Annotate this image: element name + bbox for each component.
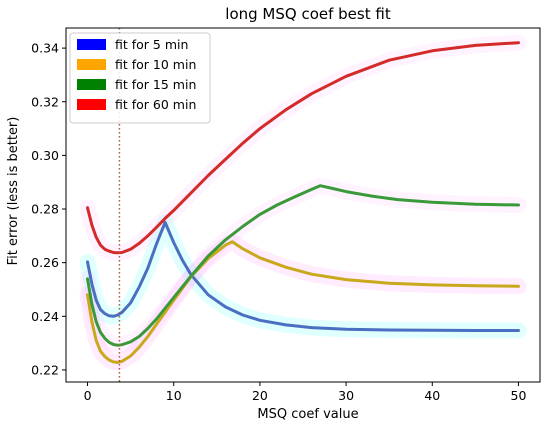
legend-label: fit for 15 min	[115, 77, 196, 92]
legend-swatch	[77, 39, 106, 50]
y-tick-label: 0.28	[31, 202, 59, 217]
x-tick-label: 10	[166, 388, 182, 403]
series-line	[86, 220, 520, 332]
legend-swatch	[77, 99, 106, 110]
y-tick-label: 0.22	[31, 362, 59, 377]
chart-legend: fit for 5 min fit for 10 min fit for 15 mi…	[69, 32, 211, 124]
y-axis-label: Fit error (less is better)	[6, 117, 21, 266]
y-axis-ticks: 0.22 0.24 0.26 0.28 0.30 0.32 0.34	[31, 41, 66, 377]
series-line	[86, 184, 520, 347]
x-tick-label: 0	[84, 388, 92, 403]
y-tick-label: 0.24	[31, 309, 59, 324]
legend-label: fit for 5 min	[115, 37, 188, 52]
x-axis-label: MSQ coef value	[257, 407, 358, 422]
chart-title: long MSQ coef best fit	[225, 5, 391, 23]
x-tick-label: 20	[252, 388, 268, 403]
legend-label: fit for 10 min	[115, 57, 196, 72]
x-tick-label: 40	[424, 388, 440, 403]
x-tick-label: 30	[338, 388, 354, 403]
legend-label: fit for 60 min	[115, 97, 196, 112]
y-tick-label: 0.32	[31, 94, 59, 109]
plot-frame	[65, 27, 541, 383]
series-line	[86, 240, 520, 364]
y-tick-label: 0.34	[31, 41, 59, 56]
legend-swatch	[77, 79, 106, 90]
x-axis-ticks: 0 10 20 30 40 50	[84, 382, 527, 403]
series-lines	[86, 41, 520, 364]
series-line	[86, 41, 520, 255]
y-tick-label: 0.30	[31, 148, 59, 163]
legend-swatch	[77, 59, 106, 70]
x-tick-label: 50	[511, 388, 527, 403]
y-tick-label: 0.26	[31, 255, 59, 270]
